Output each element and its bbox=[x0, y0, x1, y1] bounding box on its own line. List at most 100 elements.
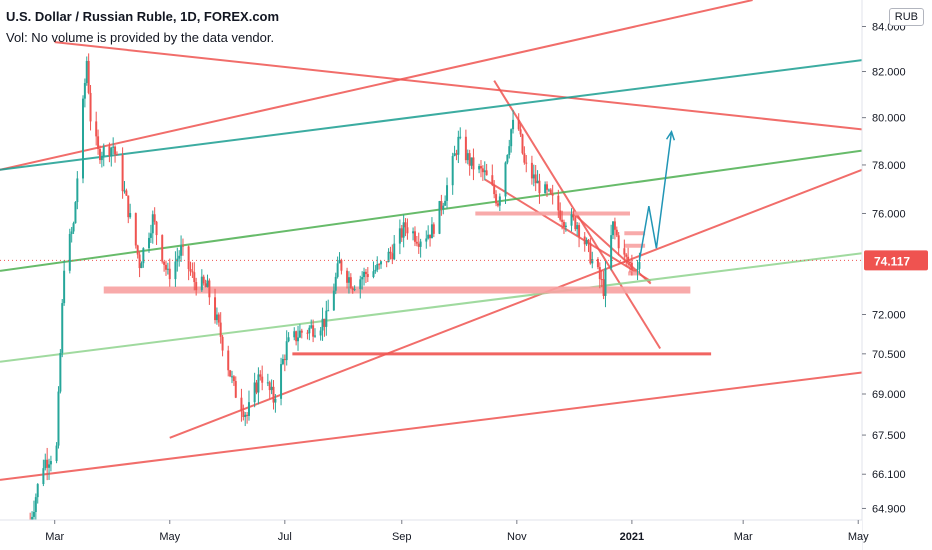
candle bbox=[229, 369, 232, 378]
price-tick-label: 72.000 bbox=[872, 309, 906, 321]
candle-body bbox=[453, 153, 456, 157]
candle bbox=[202, 274, 205, 286]
candle bbox=[191, 262, 194, 278]
candle-body bbox=[496, 203, 499, 206]
candle-body bbox=[129, 213, 132, 218]
candle-body bbox=[97, 136, 100, 149]
candle-body bbox=[628, 261, 631, 263]
candle-body bbox=[59, 352, 62, 392]
candle-body bbox=[538, 180, 541, 194]
symbol-title[interactable]: U.S. Dollar / Russian Ruble, 1D, FOREX.c… bbox=[6, 9, 280, 24]
trendline-9 bbox=[0, 252, 862, 363]
candle bbox=[363, 267, 366, 286]
candle-body bbox=[70, 231, 73, 235]
candle-body bbox=[261, 376, 264, 383]
candle bbox=[613, 217, 616, 240]
candle bbox=[287, 332, 290, 343]
candle bbox=[29, 512, 31, 520]
price-tick-label: 78.000 bbox=[872, 160, 906, 172]
time-tick-label: Mar bbox=[45, 531, 64, 543]
candle-body bbox=[534, 174, 537, 184]
candle-body bbox=[100, 155, 103, 161]
candle-body bbox=[364, 271, 367, 275]
candle-body bbox=[351, 288, 354, 290]
trendline-8 bbox=[0, 149, 862, 272]
candle-body bbox=[361, 277, 364, 280]
price-tick-label: 76.000 bbox=[872, 208, 906, 220]
candle-body bbox=[61, 303, 64, 353]
candle-body bbox=[602, 279, 605, 296]
candle-body bbox=[181, 245, 184, 247]
candle-body bbox=[459, 136, 462, 138]
candle-body bbox=[221, 336, 224, 351]
last-price-badge bbox=[864, 250, 928, 271]
candle-body bbox=[68, 234, 71, 271]
candle bbox=[570, 208, 573, 232]
candle-body bbox=[234, 381, 237, 398]
candle bbox=[295, 330, 298, 346]
candle-body bbox=[583, 236, 586, 245]
candle-body bbox=[274, 398, 277, 403]
candle bbox=[204, 279, 207, 288]
candle-body bbox=[544, 184, 547, 194]
candle-body bbox=[178, 255, 181, 259]
candle bbox=[547, 188, 550, 193]
candle-body bbox=[321, 318, 324, 331]
candle-body bbox=[31, 516, 34, 520]
candle bbox=[85, 56, 88, 86]
candle-body bbox=[36, 484, 39, 498]
candle-body bbox=[166, 268, 169, 270]
candle bbox=[121, 147, 124, 199]
candle-body bbox=[617, 235, 620, 249]
candle bbox=[574, 216, 577, 232]
candle bbox=[268, 380, 271, 399]
candle bbox=[81, 95, 84, 184]
price-tick-label: 69.000 bbox=[872, 389, 906, 401]
candle bbox=[153, 207, 156, 225]
candle bbox=[359, 275, 362, 299]
candle bbox=[49, 455, 52, 472]
candle-body bbox=[585, 239, 588, 245]
candle bbox=[374, 265, 377, 274]
candle bbox=[470, 157, 473, 170]
candle bbox=[283, 354, 286, 372]
candle-body bbox=[313, 335, 316, 337]
candle bbox=[493, 180, 496, 199]
candle-body bbox=[564, 225, 567, 227]
plot-area bbox=[0, 0, 862, 520]
candle-body bbox=[115, 154, 118, 156]
candle-body bbox=[380, 261, 383, 265]
candle-body bbox=[215, 314, 218, 321]
candle bbox=[498, 193, 501, 212]
candle-body bbox=[340, 260, 343, 271]
candle bbox=[404, 218, 407, 237]
candle bbox=[532, 164, 535, 187]
candle bbox=[219, 312, 222, 344]
candle-body bbox=[108, 146, 111, 156]
candle bbox=[310, 319, 313, 329]
candle bbox=[32, 500, 35, 520]
candle-body bbox=[393, 243, 396, 260]
candle-body bbox=[470, 157, 473, 166]
candle bbox=[495, 190, 498, 207]
candle-body bbox=[127, 195, 130, 218]
candle bbox=[576, 222, 579, 236]
candle bbox=[195, 277, 198, 296]
candle-body bbox=[481, 168, 484, 173]
trendline-2 bbox=[169, 168, 862, 439]
candle-body bbox=[600, 279, 603, 281]
candle bbox=[429, 234, 432, 247]
candle-body bbox=[472, 157, 475, 170]
candle-body bbox=[378, 264, 381, 266]
candle bbox=[393, 235, 396, 261]
candle-body bbox=[430, 224, 433, 239]
candle-body bbox=[219, 322, 222, 337]
candle bbox=[280, 357, 283, 406]
candle bbox=[255, 379, 258, 395]
candle bbox=[627, 247, 630, 267]
candle bbox=[123, 181, 126, 194]
currency-button[interactable]: RUB bbox=[888, 8, 924, 26]
candle-body bbox=[562, 221, 565, 227]
candle-body bbox=[557, 195, 560, 211]
